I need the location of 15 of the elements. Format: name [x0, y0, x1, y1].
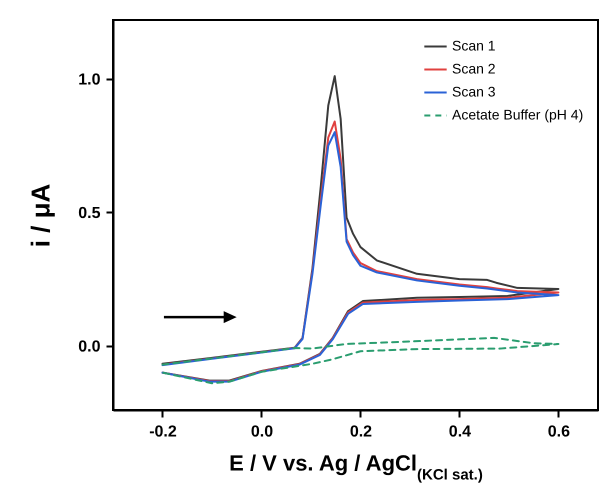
legend-label: Scan 2: [452, 60, 496, 76]
x-axis-title: E / V vs. Ag / AgCl$_{(KCl sat.)}$: [229, 450, 483, 483]
legend-label: Acetate Buffer (pH 4): [452, 106, 584, 122]
y-tick-label: 0.5: [78, 204, 101, 222]
legend-label: Scan 3: [452, 84, 496, 100]
x-tick-label: 0.0: [250, 424, 274, 440]
x-tick-label: 0.6: [548, 424, 570, 440]
legend-label: Scan 1: [452, 38, 496, 54]
line-series: [161, 336, 560, 384]
y-tick-label: 0.0: [78, 338, 101, 356]
x-tick-label: 0.2: [350, 424, 372, 440]
x-tick-label: 0.4: [448, 424, 472, 440]
y-tick-label: 1.0: [78, 71, 101, 88]
x-tick-label: -0.2: [149, 424, 177, 440]
y-axis-title: i / μA: [25, 183, 56, 248]
